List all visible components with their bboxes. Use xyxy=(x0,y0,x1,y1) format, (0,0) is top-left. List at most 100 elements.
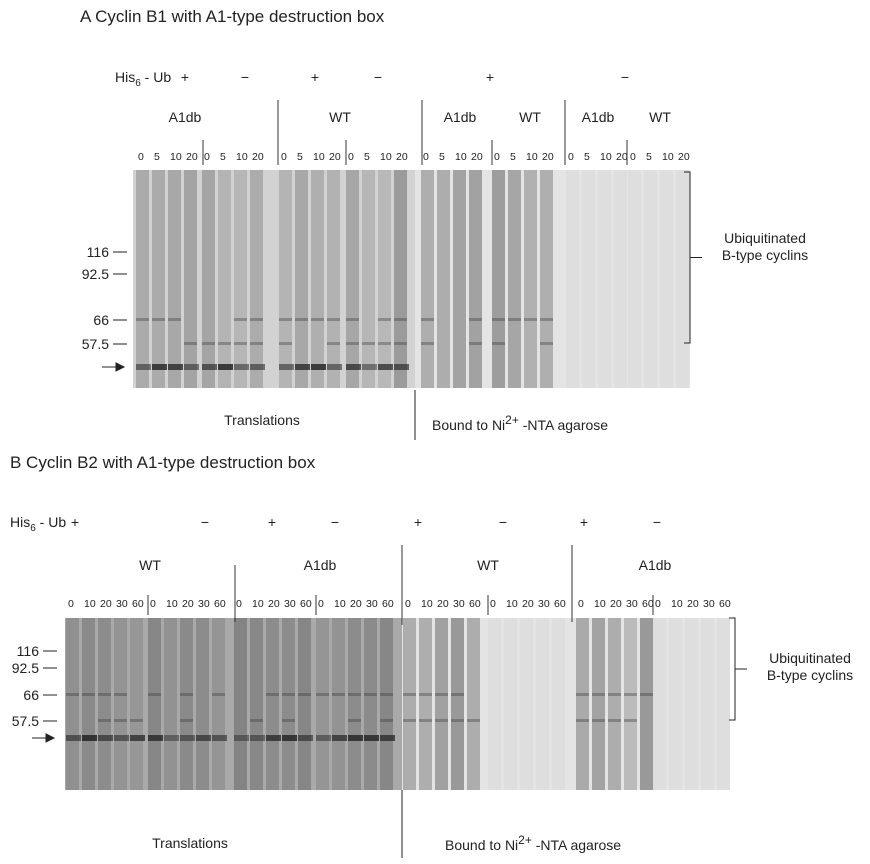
gel-band xyxy=(148,693,161,696)
lane-time: 0 xyxy=(405,598,411,610)
lane-time: 0 xyxy=(494,151,500,163)
lane-time: 30 xyxy=(703,598,715,610)
marker-label: 116 xyxy=(87,244,110,260)
marker-label: 92.5 xyxy=(12,660,39,676)
group-label: A1db xyxy=(639,557,672,573)
gel-band xyxy=(576,693,589,696)
lane-time: 5 xyxy=(646,151,652,163)
gel-lane xyxy=(136,170,149,388)
gel-lane xyxy=(469,170,482,388)
gel-lane xyxy=(421,170,434,388)
gel-band xyxy=(332,735,347,741)
arrow xyxy=(32,733,56,743)
his-sub: 6 xyxy=(30,523,36,534)
gel-lane xyxy=(378,170,391,388)
lane-time: 0 xyxy=(68,598,74,610)
lane-time: 20 xyxy=(471,151,483,163)
his-label: His6 - Ub xyxy=(115,69,171,89)
gel-lane xyxy=(660,170,673,388)
gel-lane xyxy=(202,170,215,388)
gel-lane xyxy=(66,618,79,790)
gel-lane xyxy=(419,618,432,790)
gel-band xyxy=(311,318,324,321)
gel-lane xyxy=(614,170,627,388)
lane-time: 0 xyxy=(150,598,156,610)
group-label: WT xyxy=(139,557,161,573)
bracket-label: B-type cyclins xyxy=(722,247,808,263)
gel-lane xyxy=(82,618,95,790)
his-label: His6 - Ub xyxy=(10,514,66,534)
group-label: A1db xyxy=(444,109,477,125)
lane-time: 60 xyxy=(300,598,312,610)
bottom-label: Bound to Ni2+ -NTA agarose xyxy=(432,413,608,433)
gel-band xyxy=(378,364,393,370)
gel-lane xyxy=(266,618,279,790)
gel-band xyxy=(394,318,407,321)
gel-lane xyxy=(653,618,666,790)
bottom-label: Translations xyxy=(224,412,300,428)
gel-band xyxy=(130,719,143,722)
gel-band xyxy=(184,342,197,345)
gel-lane xyxy=(298,618,311,790)
lane-time: 10 xyxy=(252,598,264,610)
gel-lane xyxy=(685,618,698,790)
gel-band xyxy=(508,318,521,321)
gel-band xyxy=(380,735,395,741)
gel-lane xyxy=(332,618,345,790)
gel-band xyxy=(250,318,263,321)
gel-band xyxy=(250,719,263,722)
his-text: His xyxy=(115,69,135,85)
gel-lane xyxy=(717,618,730,790)
lane-time: 10 xyxy=(166,598,178,610)
gel-band xyxy=(451,693,464,696)
lane-time: 20 xyxy=(350,598,362,610)
gel-band xyxy=(66,735,81,741)
gel-band xyxy=(234,342,247,345)
lane-time: 30 xyxy=(284,598,296,610)
gel-band xyxy=(136,318,149,321)
group-label: WT xyxy=(477,557,499,573)
bracket-label: Ubiquitinated xyxy=(769,650,851,666)
gel-band xyxy=(218,342,231,345)
gel-band xyxy=(394,364,409,370)
lane-time: 10 xyxy=(421,598,433,610)
lane-time: 30 xyxy=(538,598,550,610)
gel-lane xyxy=(362,170,375,388)
gel-band xyxy=(152,364,167,370)
gel-band xyxy=(403,693,416,696)
gel-lane xyxy=(628,170,641,388)
gel-band xyxy=(348,693,361,696)
lane-time: 10 xyxy=(594,598,606,610)
gel-band xyxy=(378,318,391,321)
lane-time: 10 xyxy=(236,151,248,163)
lane-time: 60 xyxy=(132,598,144,610)
lane-time: 20 xyxy=(542,151,554,163)
gel-lane xyxy=(520,618,533,790)
gel-band xyxy=(66,693,79,696)
gel-lane xyxy=(524,170,537,388)
gel-band xyxy=(492,318,505,321)
sign: + xyxy=(71,514,79,530)
gel-band xyxy=(234,735,249,741)
gel-band xyxy=(250,364,265,370)
sign: − xyxy=(331,514,339,530)
gel-band xyxy=(148,735,163,741)
gel-lane xyxy=(282,618,295,790)
lane-time: 5 xyxy=(297,151,303,163)
lane-time: 0 xyxy=(236,598,242,610)
bound-text: Bound to Ni xyxy=(432,417,505,433)
group-label: WT xyxy=(519,109,541,125)
gel-lane xyxy=(608,618,621,790)
gel-lane xyxy=(250,170,263,388)
gel-lane xyxy=(279,170,292,388)
gel-lane xyxy=(536,618,549,790)
gel-band xyxy=(316,693,329,696)
gel-lane xyxy=(212,618,225,790)
lane-time: 60 xyxy=(554,598,566,610)
gel-lane xyxy=(168,170,181,388)
marker-label: 66 xyxy=(93,312,109,328)
gel-band xyxy=(380,719,393,722)
lane-time: 0 xyxy=(138,151,144,163)
gel-lane xyxy=(488,618,501,790)
